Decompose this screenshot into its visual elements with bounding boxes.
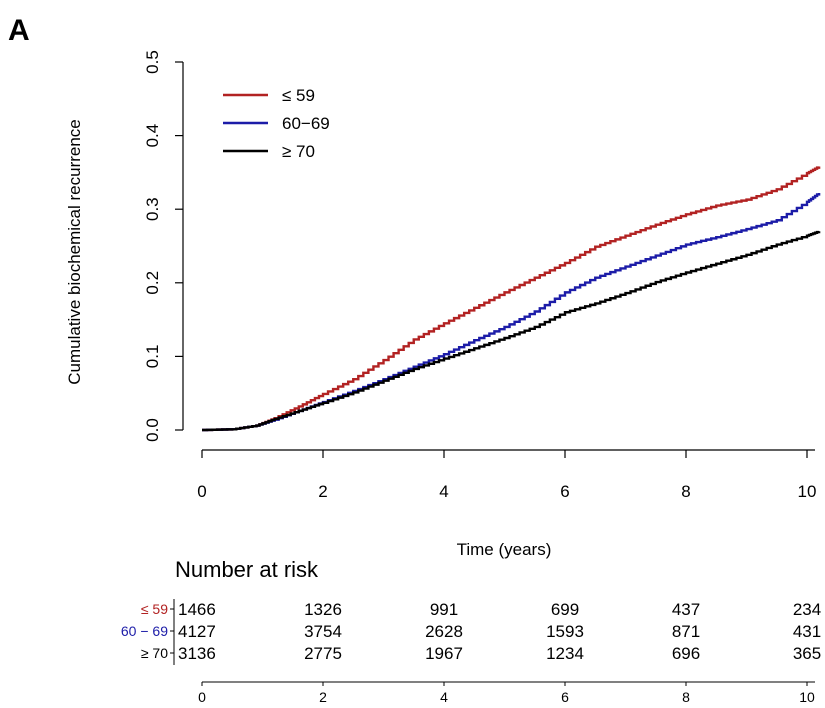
x-tick-label: 4 <box>439 482 448 501</box>
risk-row-label: ≥ 70 <box>141 645 168 661</box>
x-tick-label: 8 <box>681 482 690 501</box>
risk-count: 1234 <box>546 644 584 663</box>
plot-curves <box>202 166 821 432</box>
legend-label-ge70: ≥ 70 <box>282 142 315 161</box>
risk-count: 431 <box>793 622 821 641</box>
curve-series-1 <box>202 193 821 432</box>
risk-tick-label: 0 <box>198 689 206 705</box>
risk-count: 437 <box>672 600 700 619</box>
panel-label: A <box>8 14 30 47</box>
x-tick-label: 6 <box>560 482 569 501</box>
risk-count: 2628 <box>425 622 463 641</box>
x-axis: 0 2 4 6 8 10 Time (years) <box>197 449 817 559</box>
risk-count: 1326 <box>304 600 342 619</box>
risk-count: 234 <box>793 600 821 619</box>
y-axis: 0.0 0.1 0.2 0.3 0.4 0.5 Cumulative biochemica… <box>65 50 184 442</box>
y-axis-label: Cumulative biochemical recurrence <box>65 119 84 385</box>
x-tick-label: 2 <box>318 482 327 501</box>
risk-row-label: 60 − 69 <box>121 623 168 639</box>
legend: ≤ 59 60−69 ≥ 70 <box>223 86 330 161</box>
y-tick-label: 0.3 <box>143 197 162 221</box>
curve-series-0 <box>202 166 821 432</box>
y-tick-label: 0.0 <box>143 418 162 442</box>
risk-row-label: ≤ 59 <box>141 601 168 617</box>
risk-count: 699 <box>551 600 579 619</box>
risk-count: 871 <box>672 622 700 641</box>
risk-count: 1593 <box>546 622 584 641</box>
risk-table: Number at risk ≤ 59 1466 1326 991 699 437 234 6… <box>121 557 821 705</box>
risk-tick-label: 10 <box>799 689 815 705</box>
risk-count: 1967 <box>425 644 463 663</box>
y-tick-label: 0.1 <box>143 345 162 369</box>
y-tick-label: 0.2 <box>143 271 162 295</box>
x-tick-label: 0 <box>197 482 206 501</box>
risk-table-title: Number at risk <box>175 557 319 582</box>
risk-count: 4127 <box>178 622 216 641</box>
curve-series-2 <box>202 230 821 432</box>
legend-label-60-69: 60−69 <box>282 114 330 133</box>
risk-count: 3136 <box>178 644 216 663</box>
risk-count: 696 <box>672 644 700 663</box>
risk-tick-label: 4 <box>440 689 448 705</box>
y-tick-label: 0.4 <box>143 124 162 148</box>
risk-count: 2775 <box>304 644 342 663</box>
risk-count: 991 <box>430 600 458 619</box>
legend-label-le59: ≤ 59 <box>282 86 315 105</box>
x-tick-label: 10 <box>798 482 817 501</box>
risk-count: 1466 <box>178 600 216 619</box>
y-tick-label: 0.5 <box>143 50 162 74</box>
risk-tick-label: 6 <box>561 689 569 705</box>
risk-tick-label: 8 <box>682 689 690 705</box>
risk-count: 365 <box>793 644 821 663</box>
x-axis-label: Time (years) <box>457 540 552 559</box>
risk-count: 3754 <box>304 622 342 641</box>
risk-tick-label: 2 <box>319 689 327 705</box>
